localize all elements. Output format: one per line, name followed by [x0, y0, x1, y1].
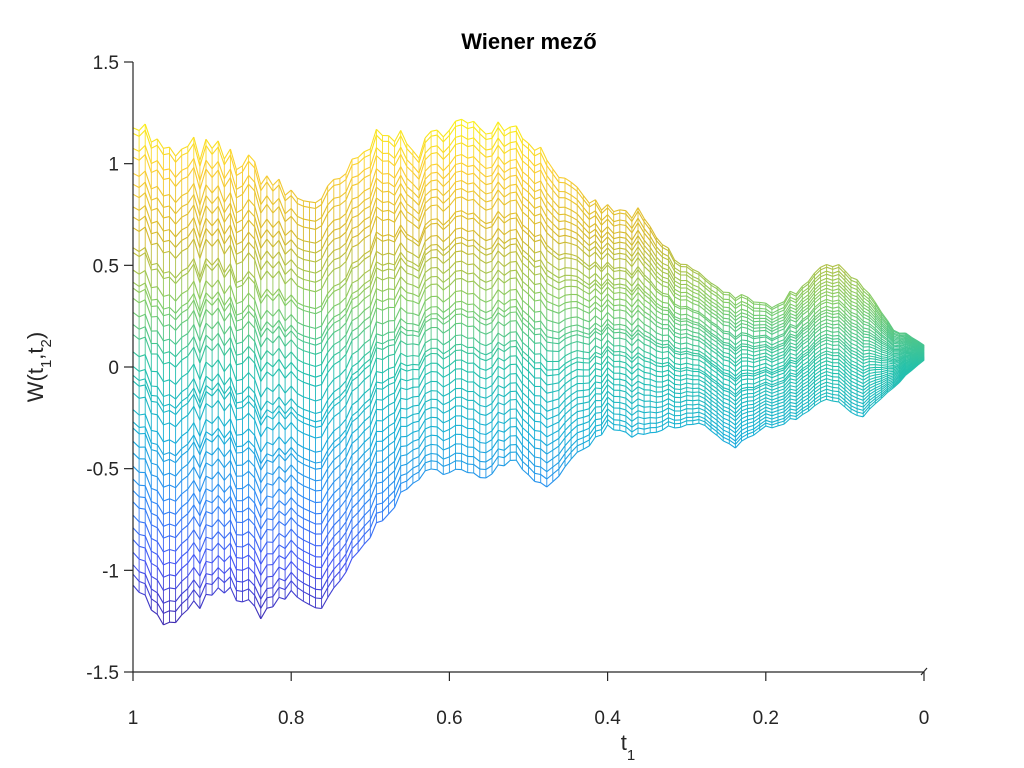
mesh-surface [132, 118, 925, 626]
